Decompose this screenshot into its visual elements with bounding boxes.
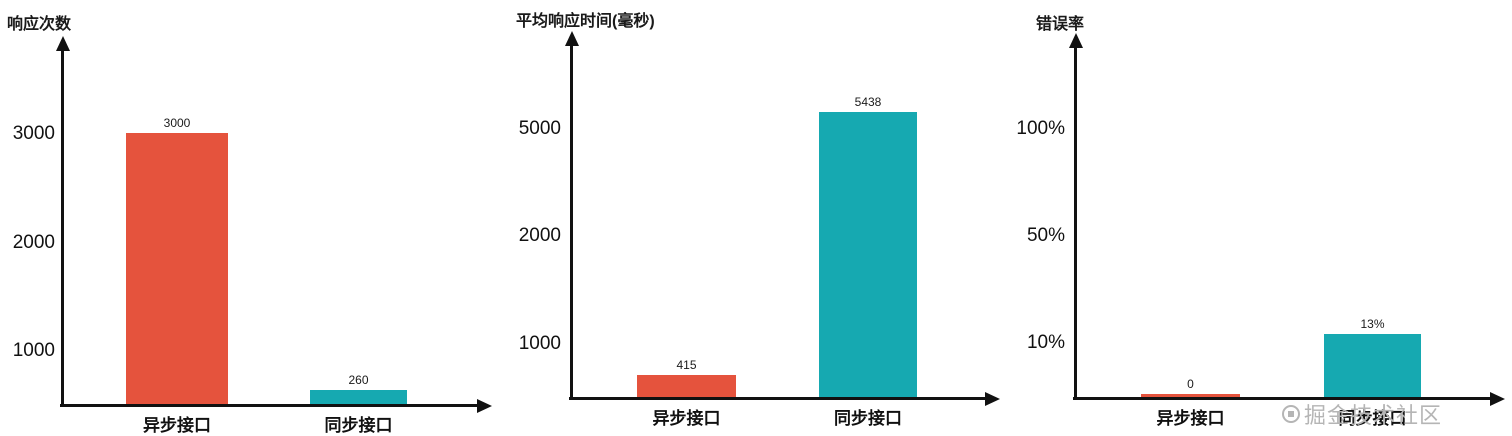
x-category-label: 同步接口 [834, 409, 902, 428]
x-axis [1073, 397, 1491, 400]
y-tick-label: 10% [1026, 332, 1065, 353]
x-axis [569, 397, 986, 400]
x-axis [60, 404, 478, 407]
x-category-label: 同步接口 [324, 416, 393, 435]
bar-value-label: 13% [1360, 316, 1385, 331]
chart-error-rate: 错误率 10% 50% 100% 0 异步接口 13% 同步接口 [1008, 0, 1512, 436]
y-axis [61, 47, 64, 407]
chart-avg-response-time: 平均响应时间(毫秒) 1000 2000 5000 415 异步接口 5438 同步接口 [504, 0, 1008, 436]
y-tick-label: 2000 [518, 225, 561, 246]
y-tick-label: 5000 [518, 118, 561, 139]
bar-async [637, 374, 736, 397]
y-tick-label: 3000 [12, 123, 55, 144]
x-axis-arrow-icon [1490, 391, 1505, 406]
y-tick-label: 50% [1026, 225, 1065, 246]
chart-title: 平均响应时间(毫秒) [516, 13, 655, 30]
chart-title: 响应次数 [7, 16, 72, 33]
x-axis-arrow-icon [477, 398, 492, 413]
x-category-label: 异步接口 [1156, 409, 1225, 428]
bar-async [126, 133, 228, 404]
x-category-label: 异步接口 [652, 409, 721, 428]
bar-value-label: 3000 [163, 116, 191, 130]
y-tick-label: 100% [1016, 118, 1065, 139]
y-axis-arrow-icon [1068, 33, 1083, 48]
bar-sync [1324, 333, 1421, 397]
bar-sync [819, 112, 917, 397]
x-category-label: 同步接口 [1338, 409, 1407, 428]
y-axis [1074, 44, 1077, 400]
bar-value-label: 5438 [854, 95, 882, 110]
y-axis [570, 42, 573, 400]
bar-value-label: 0 [1187, 377, 1194, 391]
bar-sync [310, 389, 407, 404]
y-axis-arrow-icon [55, 36, 70, 51]
x-category-label: 异步接口 [143, 416, 211, 435]
y-axis-arrow-icon [564, 31, 579, 46]
chart-title: 错误率 [1036, 16, 1085, 33]
y-tick-label: 1000 [12, 340, 55, 361]
chart-response-count: 响应次数 1000 2000 3000 3000 异步接口 260 同步接口 [0, 0, 504, 436]
y-tick-label: 2000 [12, 232, 55, 253]
x-axis-arrow-icon [985, 391, 1000, 406]
bar-value-label: 415 [676, 357, 697, 372]
bar-value-label: 260 [348, 372, 369, 387]
bar-async [1141, 394, 1240, 397]
y-tick-label: 1000 [518, 333, 561, 354]
